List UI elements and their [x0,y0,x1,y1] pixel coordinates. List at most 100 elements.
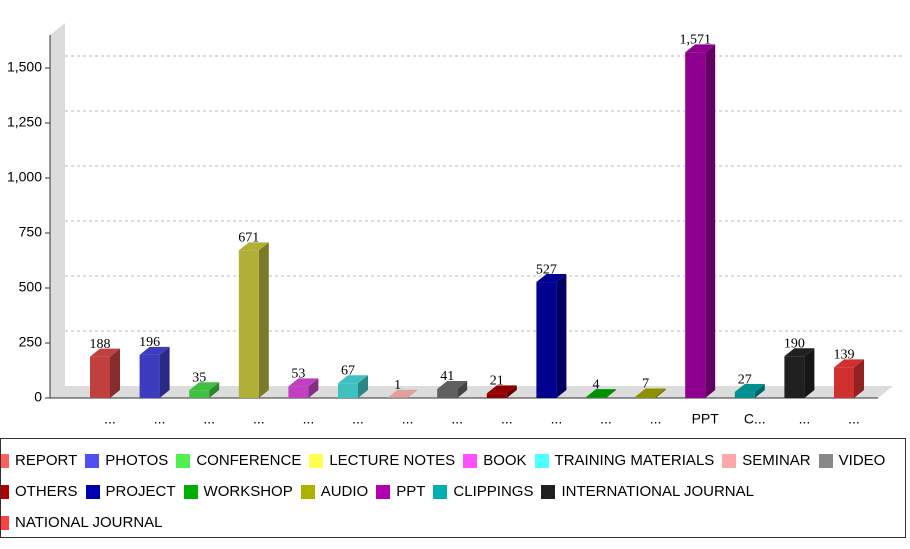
legend-label: AUDIO [320,483,369,500]
floor [50,386,893,398]
value-label: 139 [834,348,855,363]
value-label: 41 [440,369,454,384]
legend-label: NATIONAL JOURNAL [15,514,163,531]
legend-label: LECTURE NOTES [329,452,456,469]
legend-label: CONFERENCE [196,452,302,469]
bar-top [139,346,170,355]
legend-item: LECTURE NOTES [309,445,455,476]
x-tick-label: ... [501,411,513,427]
legend-item: PHOTOS [85,445,168,476]
legend-item: WORKSHOP [183,476,293,507]
value-label: 35 [192,371,206,386]
y-tick-label: 500 [19,279,43,295]
legend-swatch [300,484,315,499]
value-label: 67 [341,363,355,378]
bar [784,356,805,398]
bar-side [506,385,517,398]
value-label: 671 [238,231,259,246]
bar-top [486,385,517,394]
legend-swatch [376,484,391,499]
bar-top [834,359,864,368]
bar-top [338,375,368,384]
bar [90,356,110,398]
legend-swatch [534,453,549,468]
bar [238,250,259,398]
x-tick-label: ... [402,411,414,427]
legend-label: VIDEO [838,452,886,469]
bar [338,383,358,398]
bar-top [536,274,567,283]
bar [437,388,458,398]
chart: 0 250 500 750 1,000 1,250 1,500... 188... 196...… [7,23,905,427]
legend-item: CONFERENCE [176,445,301,476]
legend-item: AUDIO [300,476,369,507]
x-tick-label: PPT [692,411,720,427]
y-tick-label: 1,000 [7,169,42,185]
x-tick-label: ... [848,411,860,427]
bar [536,282,557,398]
bar-side [556,274,567,398]
value-label: 53 [291,367,305,382]
legend-label: CLIPPINGS [453,483,534,500]
value-label: 527 [536,262,557,277]
bar [734,392,755,398]
legend-item: CLIPPINGS [433,476,533,507]
bar [586,397,606,398]
bar-top [586,389,616,398]
bar [189,390,210,398]
legend-swatch [85,453,100,468]
y-tick-label: 1,500 [7,59,42,75]
legend-swatch [1,453,9,468]
bar-top [437,380,468,389]
legend-swatch [433,484,448,499]
legend-item: PROJECT [85,476,176,507]
value-label: 190 [784,336,805,351]
bar-top [734,384,765,393]
value-label: 1,571 [679,33,711,48]
legend-swatch [309,453,324,468]
x-tick-label: ... [303,411,315,427]
x-tick-label: ... [650,411,662,427]
legend-label: INTERNATIONAL JOURNAL [561,483,754,500]
bar-side [358,375,368,398]
value-label: 1 [394,378,401,393]
legend-item: NATIONAL JOURNAL [1,507,163,537]
bar-top [238,242,269,251]
legend-swatch [541,484,556,499]
legend-swatch [176,453,191,468]
x-tick-label: ... [104,411,116,427]
bar-top [90,348,120,357]
y-tick-label: 250 [19,334,43,350]
bar-side [209,382,220,398]
legend-item: TRAINING MATERIALS [534,445,714,476]
legend-item: REPORT [1,445,77,476]
x-tick-label: ... [551,411,563,427]
bar-side [705,44,716,398]
x-tick-label: ... [799,411,811,427]
legend-label: PROJECT [105,483,176,500]
legend-item: BOOK [463,445,527,476]
value-label: 27 [738,372,752,387]
y-tick-label: 750 [19,224,43,240]
x-tick-label: ... [203,411,215,427]
legend-item: INTERNATIONAL JOURNAL [541,476,754,507]
legend-swatch [818,453,833,468]
legend-swatch [722,453,737,468]
bar-side [854,359,864,398]
bar [635,396,656,398]
bar-side [110,348,120,398]
x-tick-label: ... [352,411,364,427]
bar-top [784,348,815,357]
x-tick-label: ... [253,411,265,427]
legend: REPORT PHOTOS CONFERENCE LECTURE NOTES BOOK T… [0,438,906,538]
bar [486,393,507,398]
bar-top [635,388,666,397]
side-wall [50,23,65,398]
bar [139,354,160,398]
bar-top [189,382,220,391]
bar-top [685,44,716,53]
y-tick-label: 1,250 [7,114,42,130]
bar-top [288,378,319,387]
x-tick-label: C... [744,411,766,427]
legend-label: SEMINAR [742,452,811,469]
